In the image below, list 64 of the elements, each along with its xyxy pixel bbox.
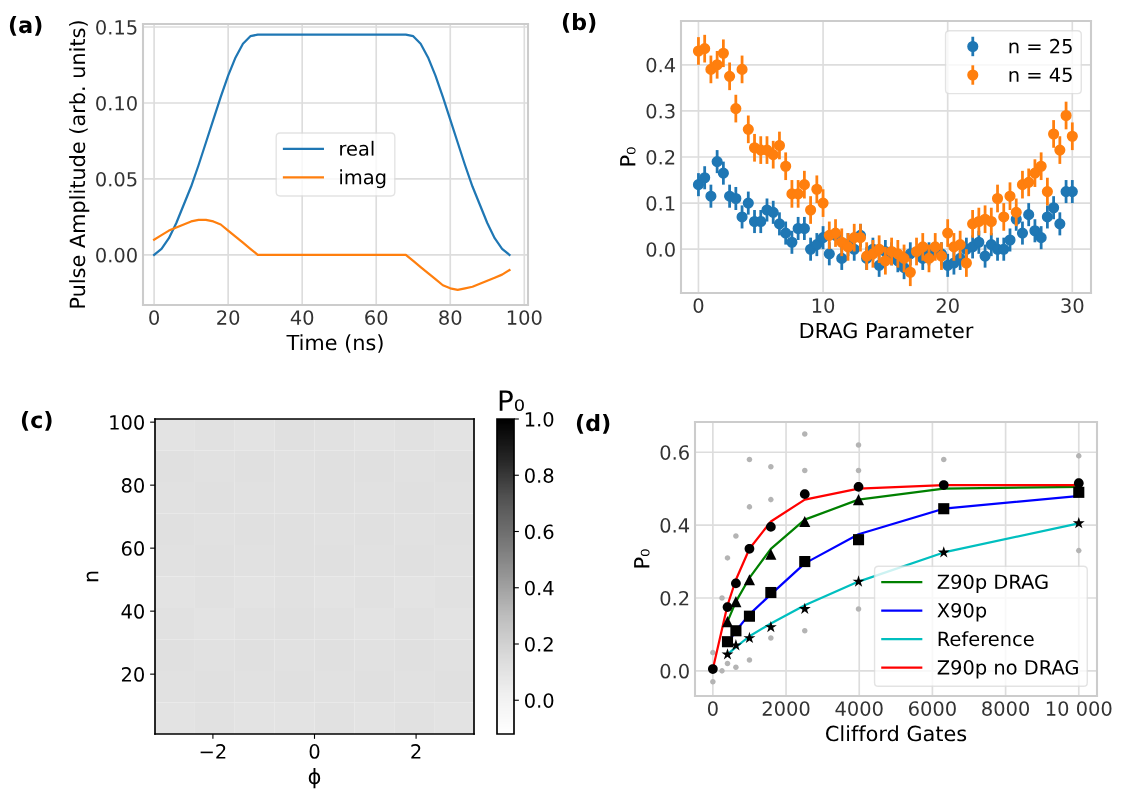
legend-label: imag <box>340 169 386 189</box>
chart-title: (b) <box>562 13 596 33</box>
legend-label: n = 45 <box>1009 67 1072 83</box>
color-bar-label: 1.0 <box>525 411 554 427</box>
y-axis-title: n <box>86 571 99 582</box>
y-tick-label: 40 <box>121 604 144 619</box>
legend-label: X90p <box>937 602 987 622</box>
x-tick-label: 40 <box>290 310 314 325</box>
color-bar-label: 0.6 <box>525 524 554 540</box>
y-tick-label: 80 <box>121 478 144 493</box>
chart-title: (c) <box>21 411 52 431</box>
y-tick-label: 0.05 <box>96 171 137 187</box>
legend-label: Reference <box>938 631 1034 647</box>
y-axis-title: Pulse Amplitude (arb. units) <box>69 21 90 308</box>
y-tick-label: 0.2 <box>646 149 675 165</box>
legend-label: n = 25 <box>1009 38 1072 54</box>
x-tick-label: 0 <box>693 298 704 313</box>
x-tick-label: −2 <box>200 744 226 759</box>
x-tick-label: 30 <box>1061 298 1084 313</box>
legend-label: Z90p DRAG <box>937 574 1048 593</box>
color-bar-label: 0.8 <box>525 468 554 483</box>
x-tick-label: 4000 <box>835 701 883 716</box>
y-tick-label: 0.6 <box>660 445 689 460</box>
chart-title: (d) <box>576 414 610 434</box>
y-tick-label: 0.0 <box>646 242 675 257</box>
y-tick-label: 60 <box>121 541 144 556</box>
y-tick-label: 0.0 <box>660 663 689 679</box>
x-tick-label: 2000 <box>762 701 810 716</box>
y-tick-label: 0.3 <box>646 103 675 119</box>
x-axis-title: DRAG Parameter <box>800 322 974 339</box>
x-tick-label: 20 <box>936 298 959 313</box>
x-tick-label: 8000 <box>982 701 1030 716</box>
legend-label: real <box>340 140 374 156</box>
y-tick-label: 0.2 <box>660 590 689 606</box>
color-bar-label: 0.4 <box>525 580 554 596</box>
x-tick-label: 6000 <box>909 701 956 716</box>
x-tick-label: 0 <box>149 310 159 325</box>
x-tick-label: 0 <box>707 701 718 716</box>
x-tick-label: 80 <box>439 310 462 325</box>
color-bar-label: 0.2 <box>525 636 553 652</box>
x-tick-label: 20 <box>217 310 240 325</box>
y-tick-label: 100 <box>110 415 144 430</box>
y-axis-title: P₀ <box>620 147 636 166</box>
y-tick-label: 0.15 <box>96 19 137 35</box>
x-tick-label: 2 <box>411 744 421 759</box>
y-axis-title: P₀ <box>634 549 650 568</box>
x-tick-label: 60 <box>365 310 388 325</box>
y-tick-label: 0.4 <box>660 518 690 533</box>
x-tick-label: 10 <box>812 298 835 313</box>
x-tick-label: 0 <box>309 744 320 759</box>
y-tick-label: 0.00 <box>96 247 137 263</box>
y-tick-label: 20 <box>121 667 144 682</box>
x-axis-title: Time (ns) <box>286 334 383 353</box>
y-tick-label: 0.4 <box>646 57 676 73</box>
legend-label: Z90p no DRAG <box>937 660 1078 679</box>
color-bar-title: P₀ <box>499 390 524 411</box>
x-tick-label: 100 <box>507 310 542 325</box>
x-axis-title: ϕ <box>308 768 321 789</box>
y-tick-label: 0.1 <box>646 196 675 211</box>
y-tick-label: 0.10 <box>96 95 137 111</box>
color-bar-label: 0.0 <box>525 693 554 708</box>
chart-title: (a) <box>9 16 42 36</box>
x-axis-title: Clifford Gates <box>826 725 967 742</box>
x-tick-label: 10 000 <box>1046 701 1112 716</box>
